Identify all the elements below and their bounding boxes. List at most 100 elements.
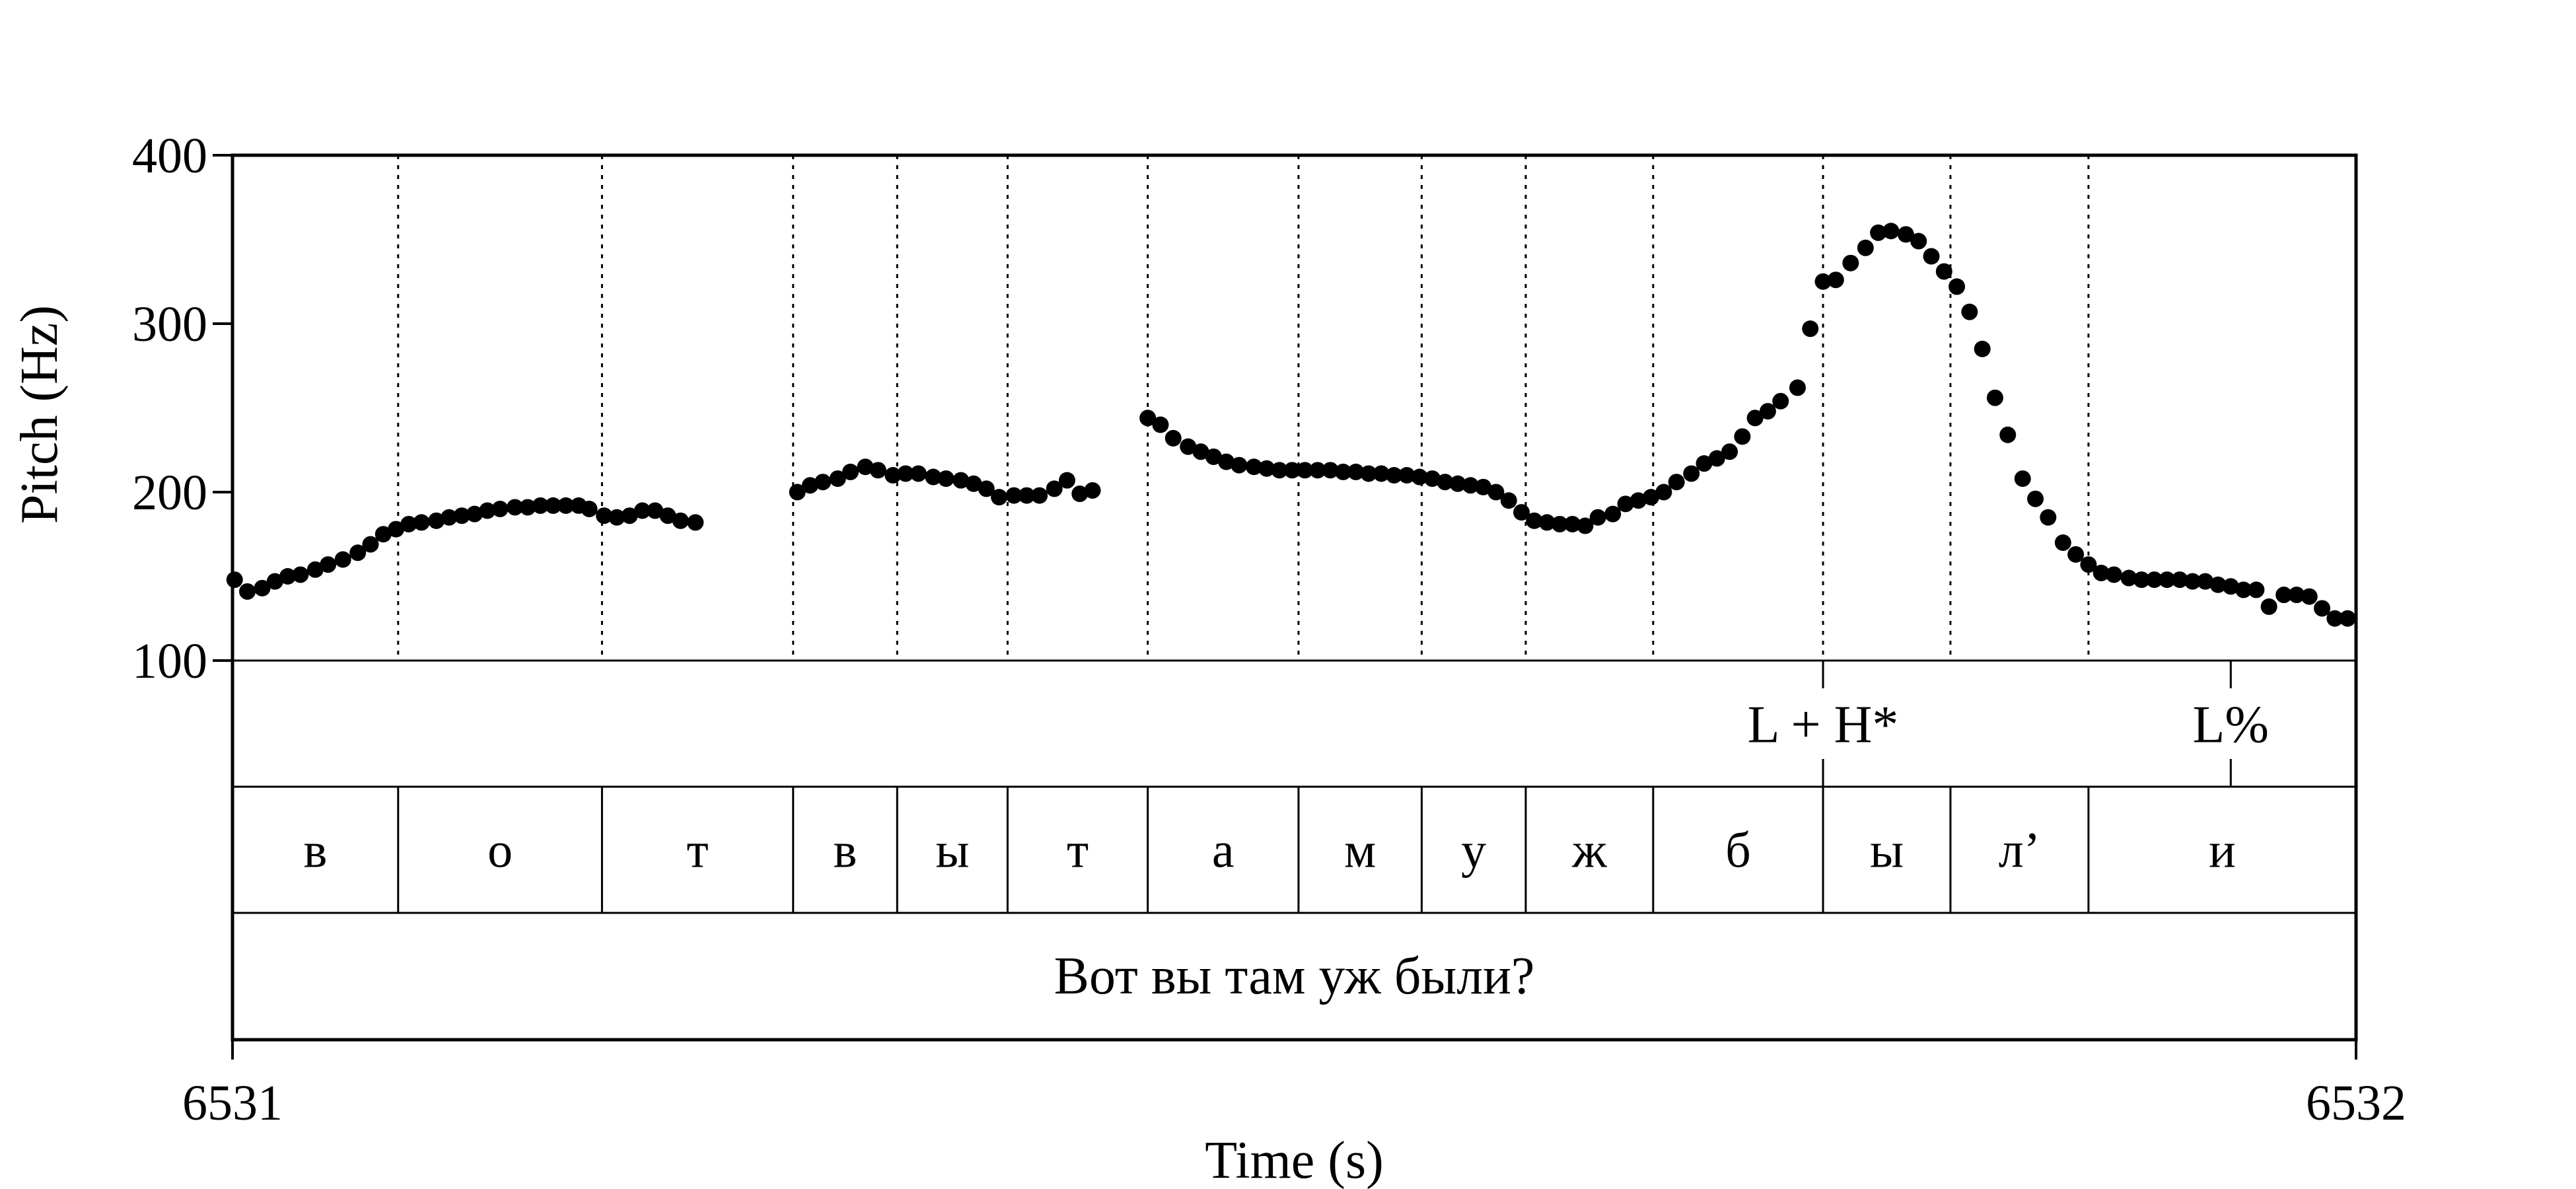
pitch-point <box>1297 462 1314 479</box>
pitch-point <box>937 470 954 487</box>
pitch-point <box>1360 465 1377 482</box>
pitch-point <box>1271 462 1288 479</box>
pitch-point <box>1814 273 1832 290</box>
pitch-point <box>226 571 243 589</box>
pitch-point <box>1139 410 1157 427</box>
pitch-point <box>1513 504 1530 521</box>
pitch-point <box>362 536 379 553</box>
pitch-point <box>1870 224 1887 241</box>
segment-label: в <box>834 823 857 879</box>
annotation-tiers: в о т в ы т а м у ж б ы л’ и L + H* L% Вот вы там уж был… <box>233 659 2356 1005</box>
pitch-point <box>413 514 430 531</box>
pitch-point <box>925 468 942 486</box>
pitch-point <box>1071 486 1089 503</box>
pitch-point <box>1772 392 1789 410</box>
pitch-point <box>349 544 367 561</box>
pitch-point <box>491 501 509 517</box>
pitch-point <box>479 502 496 519</box>
pitch-point <box>1031 487 1048 504</box>
pitch-point <box>1986 389 2003 406</box>
segment-label: т <box>686 823 708 879</box>
pitch-point <box>596 507 613 524</box>
pitch-point <box>1334 463 1351 480</box>
pitch-point <box>1180 438 1197 455</box>
pitch-point <box>388 521 405 538</box>
pitch-point <box>1398 467 1415 484</box>
pitch-point <box>1842 254 1859 271</box>
pitch-point <box>266 573 283 590</box>
utterance-label: Вот вы там уж были? <box>1054 947 1535 1005</box>
pitch-point <box>400 515 417 532</box>
pitch-point <box>2014 470 2031 487</box>
pitch-point <box>1802 320 1819 338</box>
pitch-point <box>1643 489 1660 506</box>
pitch-point <box>292 566 309 583</box>
pitch-point <box>441 509 458 526</box>
pitch-point <box>2133 571 2150 589</box>
pitch-point <box>2301 588 2318 605</box>
pitch-point <box>1655 484 1672 501</box>
pitch-point <box>1423 470 1441 487</box>
pitch-point <box>1245 458 1262 476</box>
pitch-point <box>1018 487 1035 504</box>
pitch-point <box>1205 448 1222 465</box>
pitch-point <box>1551 515 1568 532</box>
pitch-point <box>519 499 536 516</box>
pitch-point <box>2248 581 2265 598</box>
pitch-point <box>2120 569 2137 587</box>
segment-label: и <box>2209 823 2236 879</box>
pitch-point <box>1683 465 1700 482</box>
segment-label: ж <box>1571 823 1607 879</box>
pitch-point <box>1577 517 1594 534</box>
pitch-point <box>1589 509 1606 526</box>
pitch-point <box>334 551 351 568</box>
pitch-point <box>1974 340 1991 357</box>
pitch-point <box>2184 573 2201 590</box>
pitch-point <box>1734 428 1751 445</box>
segment-boundary-gridlines <box>397 155 2090 661</box>
pitch-point <box>1258 460 1275 477</box>
pitch-point <box>507 499 524 516</box>
pitch-point <box>2314 600 2331 617</box>
pitch-point <box>2105 566 2122 583</box>
pitch-point <box>1526 512 1543 529</box>
segment-label: т <box>1067 823 1089 879</box>
pitch-point <box>869 462 886 479</box>
pitch-point <box>2275 587 2293 604</box>
pitch-point <box>1046 480 1063 497</box>
pitch-point <box>857 458 874 476</box>
segment-label: ы <box>1870 823 1904 879</box>
plot-frame <box>231 153 2358 1042</box>
y-axis-title: Pitch (Hz) <box>11 305 69 524</box>
pitch-point <box>801 477 818 494</box>
pitch-point <box>1283 462 1301 479</box>
pitch-point <box>279 568 297 585</box>
pitch-point <box>544 497 561 514</box>
pitch-point <box>1386 467 1403 484</box>
pitch-point <box>2080 556 2097 573</box>
pitch-point <box>910 465 927 482</box>
pitch-point <box>672 512 689 529</box>
pitch-point <box>320 556 337 573</box>
pitch-point <box>2146 571 2163 589</box>
pitch-point <box>466 505 483 522</box>
pitch-point <box>2288 587 2305 604</box>
pitch-point <box>1668 474 1685 491</box>
pitch-point <box>1347 463 1365 480</box>
pitch-point <box>1961 303 1978 320</box>
pitch-point <box>1827 271 1844 289</box>
pitch-point <box>2067 546 2085 563</box>
pitch-point <box>2040 509 2057 526</box>
x-tick-label: 6531 <box>182 1075 283 1131</box>
x-tick-label: 6532 <box>2306 1075 2406 1131</box>
pitch-point <box>842 463 859 480</box>
pitch-point <box>1411 468 1428 486</box>
segment-label: у <box>1461 823 1486 879</box>
pitch-point <box>1935 263 1952 280</box>
pitch-point <box>1309 462 1326 479</box>
pitch-point <box>991 489 1008 506</box>
pitch-point <box>659 507 676 524</box>
pitch-point <box>1882 223 1900 240</box>
pitch-point <box>1152 416 1169 433</box>
